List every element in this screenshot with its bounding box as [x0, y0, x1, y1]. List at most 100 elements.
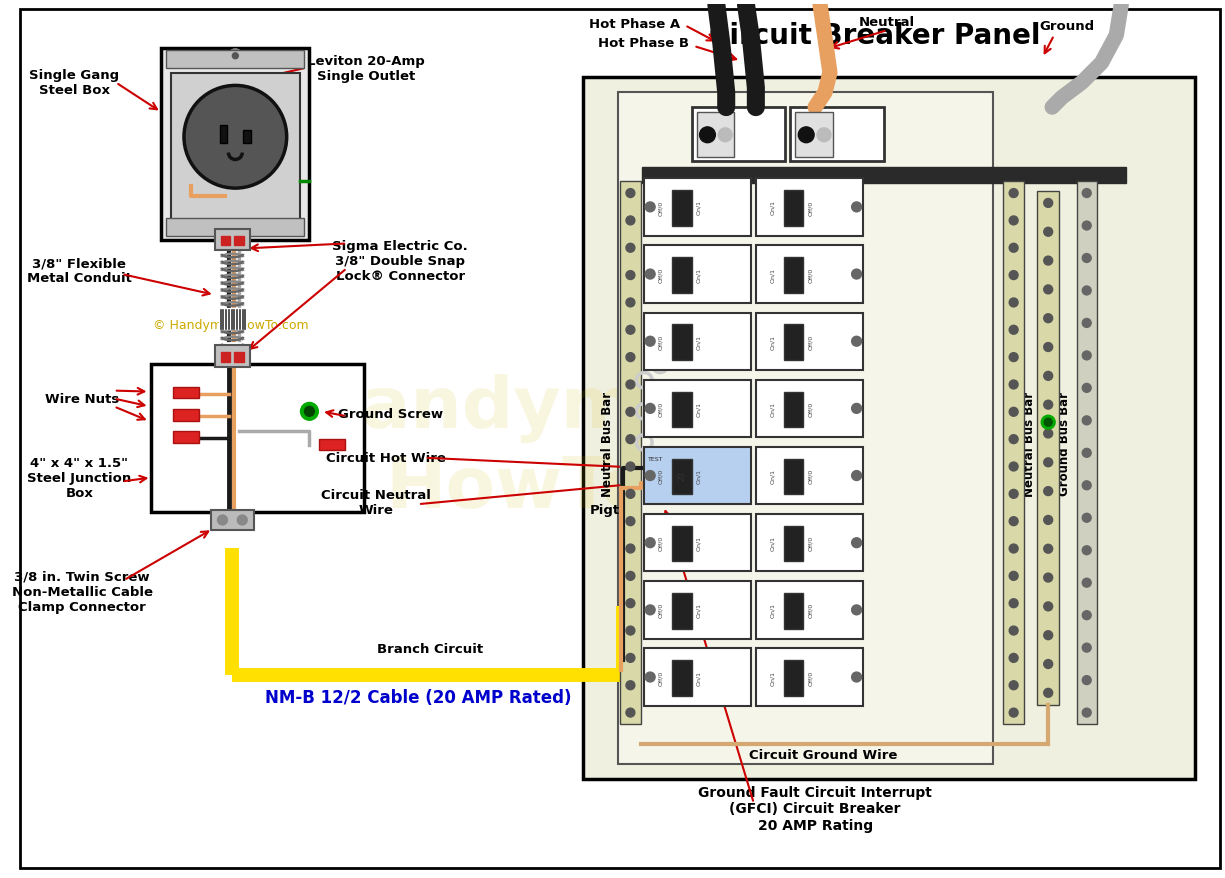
- Text: On/1: On/1: [696, 200, 701, 215]
- Text: Single Gang
Steel Box: Single Gang Steel Box: [29, 69, 119, 97]
- Circle shape: [1044, 343, 1052, 352]
- Text: On/1: On/1: [696, 401, 701, 416]
- Bar: [790, 108, 884, 162]
- Text: Off/0: Off/0: [659, 602, 664, 618]
- Circle shape: [1082, 579, 1091, 587]
- Circle shape: [1044, 228, 1052, 237]
- Text: Neutral Bus Bar: Neutral Bus Bar: [1023, 391, 1036, 496]
- Circle shape: [646, 538, 655, 548]
- Circle shape: [626, 463, 635, 471]
- Text: Off/0: Off/0: [807, 200, 812, 215]
- Circle shape: [1044, 314, 1052, 323]
- Circle shape: [1009, 490, 1018, 499]
- Circle shape: [1044, 602, 1052, 611]
- Circle shape: [626, 326, 635, 335]
- Circle shape: [1044, 372, 1052, 381]
- Bar: [756, 581, 862, 639]
- Circle shape: [646, 203, 655, 212]
- Bar: [644, 380, 751, 437]
- Circle shape: [626, 599, 635, 608]
- Bar: [219, 126, 228, 143]
- Bar: [784, 258, 804, 293]
- Text: On/1: On/1: [696, 536, 701, 551]
- Circle shape: [626, 572, 635, 580]
- Text: Pigtail: Pigtail: [590, 503, 638, 516]
- Bar: [162, 49, 310, 241]
- Circle shape: [1009, 190, 1018, 198]
- Text: On/1: On/1: [771, 469, 775, 484]
- Circle shape: [238, 515, 247, 525]
- Text: Off/0: Off/0: [807, 468, 812, 484]
- Bar: [244, 131, 251, 143]
- Text: NM-B 12/2 Cable (20 AMP Rated): NM-B 12/2 Cable (20 AMP Rated): [265, 688, 571, 706]
- Bar: [671, 325, 692, 361]
- Text: Hot Phase A: Hot Phase A: [589, 18, 680, 31]
- Circle shape: [626, 190, 635, 198]
- Bar: [784, 660, 804, 696]
- Circle shape: [851, 538, 861, 548]
- Circle shape: [851, 270, 861, 280]
- Text: On/1: On/1: [771, 602, 775, 617]
- Circle shape: [1009, 435, 1018, 444]
- Bar: [756, 448, 862, 505]
- Text: Off/0: Off/0: [659, 468, 664, 484]
- Text: Off/0: Off/0: [807, 335, 812, 349]
- Bar: [795, 113, 833, 157]
- Circle shape: [626, 626, 635, 636]
- Bar: [671, 660, 692, 696]
- Text: On/1: On/1: [696, 602, 701, 617]
- Text: Off/0: Off/0: [659, 267, 664, 283]
- Bar: [167, 51, 305, 68]
- Bar: [1003, 182, 1024, 724]
- Text: Off/0: Off/0: [807, 267, 812, 283]
- Bar: [644, 313, 751, 371]
- Text: On/1: On/1: [696, 335, 701, 349]
- Text: Neutral: Neutral: [859, 16, 915, 29]
- Circle shape: [1044, 419, 1052, 427]
- Bar: [671, 459, 692, 494]
- Circle shape: [233, 54, 239, 60]
- Text: On/1: On/1: [771, 200, 775, 215]
- Text: Handyman
HowTo: Handyman HowTo: [301, 374, 736, 522]
- Text: Hot Phase B: Hot Phase B: [598, 38, 688, 50]
- Circle shape: [1082, 222, 1091, 231]
- Text: On/1: On/1: [696, 670, 701, 685]
- Circle shape: [1044, 688, 1052, 697]
- Circle shape: [1044, 631, 1052, 640]
- Circle shape: [851, 203, 861, 212]
- Circle shape: [1044, 285, 1052, 294]
- Circle shape: [851, 404, 861, 414]
- Circle shape: [1082, 514, 1091, 522]
- Text: Off/0: Off/0: [659, 670, 664, 685]
- Bar: [644, 179, 751, 236]
- Circle shape: [646, 270, 655, 280]
- Text: Sigma Electric Co.
3/8" Double Snap
Lock® Connector: Sigma Electric Co. 3/8" Double Snap Lock…: [332, 240, 468, 283]
- Text: On/1: On/1: [771, 335, 775, 349]
- Text: Off/0: Off/0: [807, 401, 812, 416]
- Text: Off/0: Off/0: [807, 670, 812, 685]
- Bar: [644, 649, 751, 706]
- Circle shape: [1082, 351, 1091, 361]
- Bar: [167, 219, 305, 236]
- Bar: [756, 179, 862, 236]
- Circle shape: [1082, 319, 1091, 328]
- Circle shape: [1044, 199, 1052, 208]
- Text: On/1: On/1: [771, 536, 775, 551]
- Circle shape: [1082, 481, 1091, 490]
- Circle shape: [646, 404, 655, 414]
- Circle shape: [851, 471, 861, 481]
- Circle shape: [626, 244, 635, 253]
- Circle shape: [1009, 544, 1018, 553]
- Text: 3/8 in. Twin Screw
Non-Metallic Cable
Clamp Connector: 3/8 in. Twin Screw Non-Metallic Cable Cl…: [12, 570, 153, 613]
- Text: Leviton 20-Amp
Single Outlet: Leviton 20-Amp Single Outlet: [306, 54, 425, 83]
- Bar: [784, 526, 804, 562]
- Circle shape: [1082, 546, 1091, 555]
- Text: Branch Circuit: Branch Circuit: [377, 642, 483, 655]
- Bar: [152, 364, 364, 513]
- Circle shape: [1009, 408, 1018, 417]
- Circle shape: [626, 380, 635, 390]
- Circle shape: [1041, 416, 1055, 429]
- Text: Wire Nuts: Wire Nuts: [45, 392, 119, 406]
- Circle shape: [305, 407, 315, 417]
- Bar: [1077, 182, 1096, 724]
